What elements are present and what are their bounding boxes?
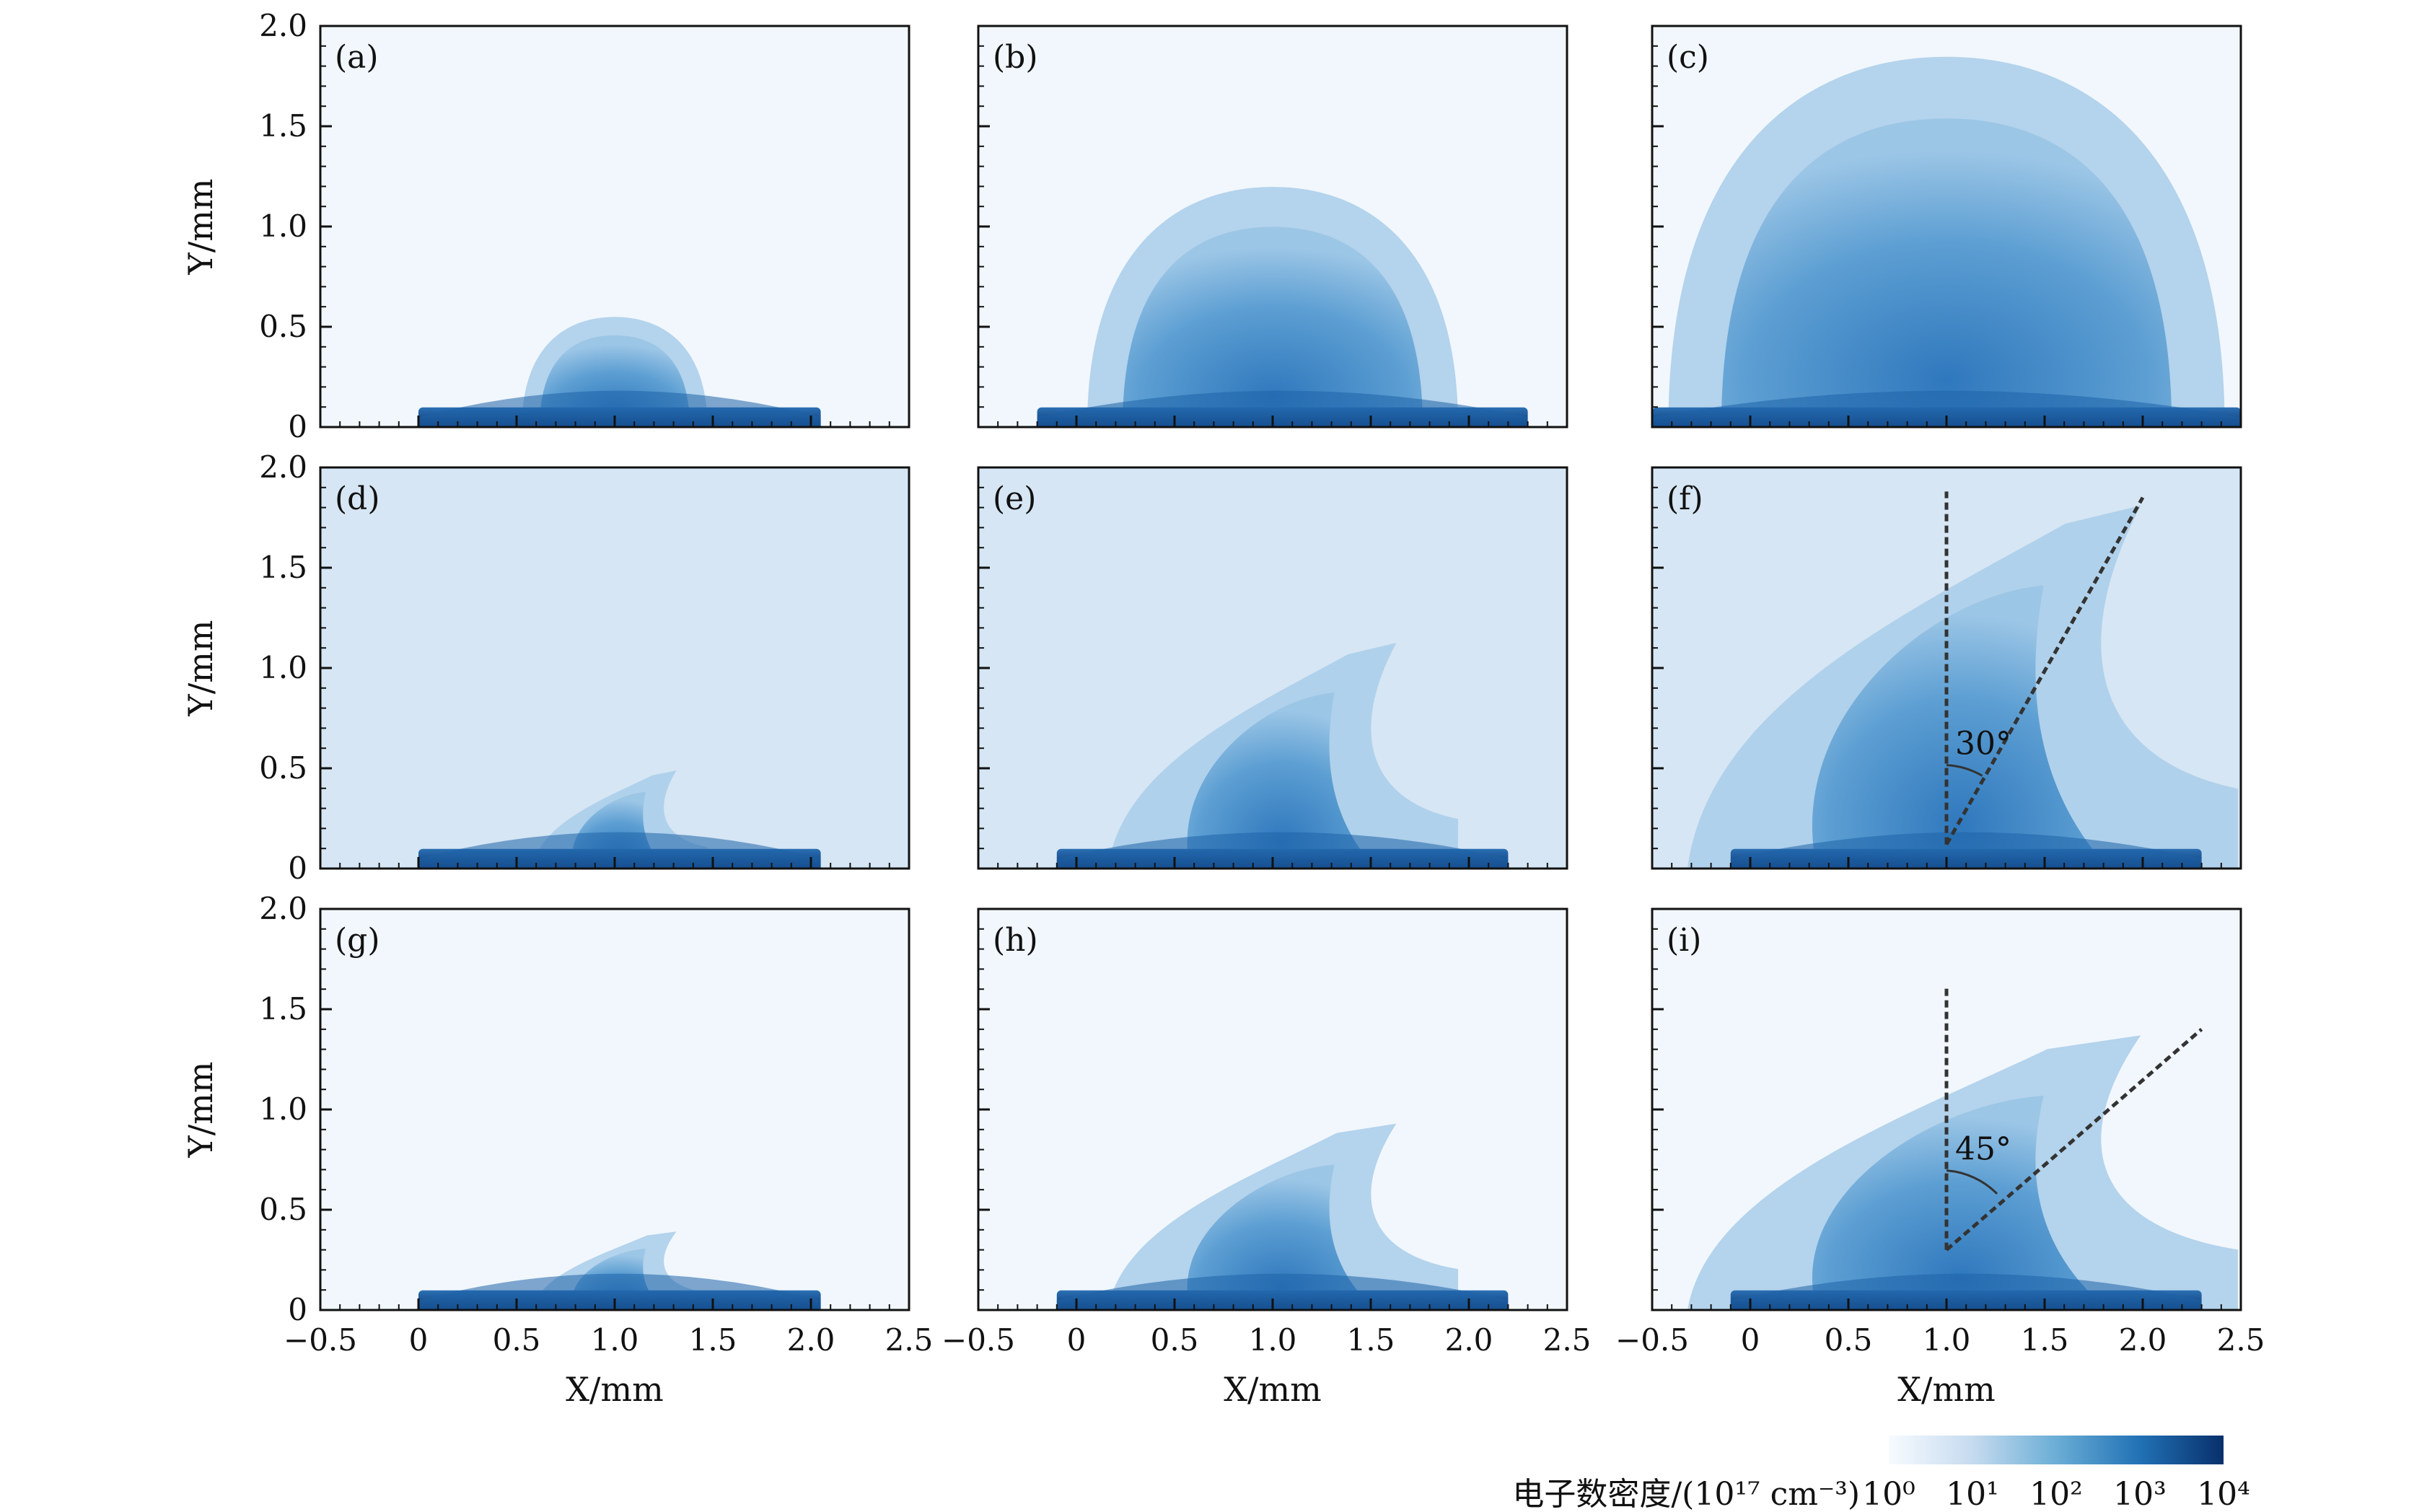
- panel-tag: (c): [1667, 39, 1709, 76]
- inner-dome: [1812, 1095, 2109, 1310]
- inner-dome: [1187, 693, 1376, 869]
- x-tick-label: 0.5: [1825, 1322, 1873, 1358]
- tilt-reference-line: [1945, 1027, 2203, 1252]
- x-tick-label: −0.5: [942, 1322, 1015, 1358]
- y-axis-label: Y/mm: [181, 620, 220, 716]
- y-tick-label: 0: [288, 1292, 307, 1327]
- x-tick-label: 0: [1067, 1322, 1087, 1358]
- y-tick-label: 0.5: [259, 309, 307, 344]
- panel-tag: (h): [993, 922, 1038, 959]
- panel-i: 45° (i) −0.5 0 0.5 1.0 1.5 2.0 2.5 X/mm: [1615, 907, 2265, 1409]
- x-tick-label: 0: [409, 1322, 429, 1358]
- x-axis-label: X/mm: [1897, 1370, 1995, 1409]
- plasma-field: [1652, 56, 2241, 427]
- x-tick-label: 1.5: [1347, 1322, 1395, 1358]
- panel-b: (b): [977, 25, 1568, 428]
- plasma-field: [1037, 187, 1528, 427]
- plasma-field: [418, 770, 821, 869]
- x-tick-label: 0.5: [1151, 1322, 1199, 1358]
- x-tick-label: 1.0: [591, 1322, 639, 1358]
- x-tick-label: 2.0: [1445, 1322, 1493, 1358]
- y-tick-label: 0: [288, 409, 307, 444]
- colorbar-tick-label: 10⁰: [1862, 1476, 1915, 1512]
- colorbar-gradient: [1889, 1436, 2224, 1464]
- x-tick-label: 1.5: [2021, 1322, 2069, 1358]
- x-tick-label: 1.0: [1249, 1322, 1297, 1358]
- colorbar: 电子数密度/(10¹⁷ cm⁻³) 10⁰ 10¹ 10² 10³ 10⁴: [1512, 1436, 2250, 1512]
- panel-g: (g)−0.5 0 0.5 1.0 1.5 2.0 2.500.51.01.52.0X/mm…: [181, 891, 933, 1409]
- angle-arc: [1946, 764, 1983, 777]
- base-glow: [1056, 832, 1509, 869]
- plasma-field: [418, 1231, 821, 1310]
- base-glow: [418, 390, 821, 427]
- x-tick-label: 0.5: [493, 1322, 541, 1358]
- y-tick-label: 1.5: [259, 991, 307, 1027]
- panels-group: (a) 0 0.5 1.0 1.5 2.0 Y/mm (b) (c) (d) 0 0.5 1.0 1.5 2…: [181, 8, 2265, 1409]
- y-axis-label: Y/mm: [181, 178, 220, 275]
- panel-tag: (d): [335, 480, 380, 517]
- x-tick-label: −0.5: [1615, 1322, 1689, 1358]
- y-tick-label: 2.0: [259, 891, 307, 926]
- y-tick-label: 2.0: [259, 8, 307, 43]
- panel-tag: (i): [1667, 922, 1701, 959]
- x-tick-label: 2.5: [1543, 1322, 1592, 1358]
- y-tick-label: 1.5: [259, 550, 307, 585]
- x-tick-label: 2.0: [787, 1322, 835, 1358]
- y-tick-label: 1.0: [259, 650, 307, 685]
- x-tick-label: 2.0: [2119, 1322, 2167, 1358]
- x-tick-label: 0: [1741, 1322, 1760, 1358]
- panel-e: (e): [977, 466, 1568, 870]
- colorbar-tick-label: 10¹: [1946, 1476, 1999, 1512]
- colorbar-tick-label: 10²: [2029, 1476, 2083, 1512]
- y-axis-label: Y/mm: [181, 1061, 220, 1158]
- y-tick-label: 0: [288, 850, 307, 886]
- base-glow: [418, 832, 821, 869]
- x-tick-label: 2.5: [2217, 1322, 2265, 1358]
- x-axis-label: X/mm: [566, 1370, 663, 1409]
- inner-dome: [1812, 585, 2109, 869]
- angle-label: 30°: [1955, 726, 2011, 762]
- x-tick-label: 1.0: [1923, 1322, 1971, 1358]
- base-glow: [1037, 390, 1528, 427]
- y-tick-label: 0.5: [259, 1192, 307, 1227]
- x-tick-label: 2.5: [885, 1322, 934, 1358]
- inner-dome: [1122, 227, 1423, 427]
- panel-c: (c): [1651, 25, 2242, 428]
- base-glow: [1652, 390, 2241, 427]
- x-tick-label: 1.5: [689, 1322, 737, 1358]
- plasma-field: [1056, 1123, 1509, 1310]
- angle-arc: [1946, 1169, 1998, 1195]
- panel-background: [320, 909, 909, 1310]
- plasma-field: [1056, 643, 1509, 869]
- panel-h: (h) −0.5 0 0.5 1.0 1.5 2.0 2.5 X/mm: [942, 907, 1592, 1409]
- x-tick-label: −0.5: [284, 1322, 357, 1358]
- panel-tag: (e): [993, 480, 1036, 517]
- panel-tag: (b): [993, 39, 1038, 76]
- inner-dome: [1721, 118, 2172, 427]
- y-tick-label: 1.0: [259, 1091, 307, 1127]
- colorbar-tick-label: 10⁴: [2197, 1476, 2250, 1512]
- panel-f: 30° (f): [1651, 466, 2242, 870]
- base-glow: [1056, 1273, 1509, 1310]
- panel-a: (a) 0 0.5 1.0 1.5 2.0 Y/mm: [181, 8, 910, 444]
- panel-tag: (f): [1667, 480, 1703, 517]
- panel-tag: (g): [335, 922, 380, 959]
- panel-tag: (a): [335, 39, 379, 76]
- colorbar-label: 电子数密度/(10¹⁷ cm⁻³): [1512, 1476, 1860, 1512]
- base-glow: [418, 1273, 821, 1310]
- panel-d: (d) 0 0.5 1.0 1.5 2.0 Y/mm: [181, 449, 910, 886]
- tilt-reference-line: [1944, 496, 2145, 845]
- y-tick-label: 1.0: [259, 208, 307, 244]
- plasma-field: [418, 317, 821, 427]
- x-axis-label: X/mm: [1224, 1370, 1321, 1409]
- colorbar-tick-label: 10³: [2113, 1476, 2167, 1512]
- y-tick-label: 0.5: [259, 750, 307, 786]
- angle-label: 45°: [1955, 1131, 2011, 1168]
- y-tick-label: 1.5: [259, 108, 307, 144]
- y-tick-label: 2.0: [259, 449, 307, 485]
- inner-dome: [1187, 1164, 1376, 1310]
